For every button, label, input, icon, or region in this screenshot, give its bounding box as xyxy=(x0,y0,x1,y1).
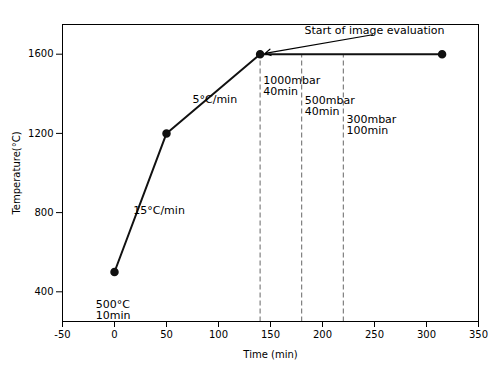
svg-text:Start of image evaluation: Start of image evaluation xyxy=(304,24,444,37)
svg-text:100: 100 xyxy=(209,329,228,340)
svg-text:250: 250 xyxy=(365,329,384,340)
svg-text:50: 50 xyxy=(160,329,173,340)
svg-text:150: 150 xyxy=(261,329,280,340)
html-text:500mbar: 500mbar xyxy=(304,93,355,107)
svg-text:15°C/min: 15°C/min xyxy=(133,204,185,217)
svg-text:Temperature(°C): Temperature(°C) xyxy=(11,131,22,215)
svg-text:1600: 1600 xyxy=(28,48,53,59)
svg-text:Time (min): Time (min) xyxy=(242,349,297,360)
svg-text:0: 0 xyxy=(111,329,117,340)
svg-text:350: 350 xyxy=(469,329,488,340)
svg-text:5°C/min: 5°C/min xyxy=(193,93,238,106)
svg-text:-50: -50 xyxy=(54,329,70,340)
svg-text:400: 400 xyxy=(34,286,53,297)
svg-text:1200: 1200 xyxy=(28,128,53,139)
html-text:40min: 40min xyxy=(304,104,340,118)
svg-text:300: 300 xyxy=(417,329,436,340)
svg-text:300mbar100min: 300mbar100min xyxy=(346,113,396,137)
html-text:40min: 40min xyxy=(263,84,298,98)
svg-text:200: 200 xyxy=(313,329,332,340)
svg-text:500°C10min: 500°C10min xyxy=(96,298,131,322)
html-text:1000mbar: 1000mbar xyxy=(263,73,321,87)
svg-text:800: 800 xyxy=(34,207,53,218)
